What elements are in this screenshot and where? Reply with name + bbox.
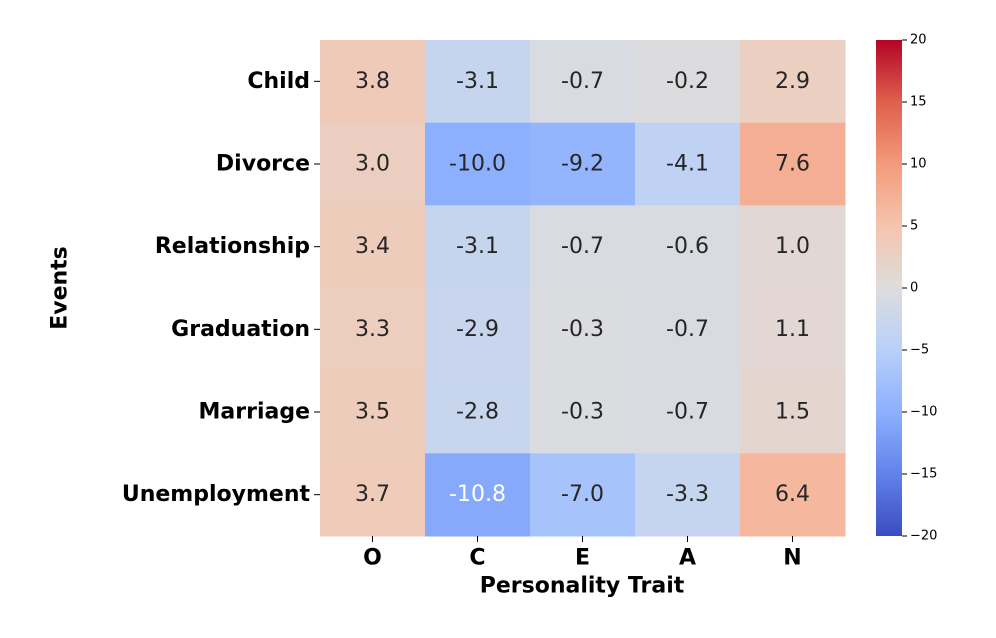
cell-label: 1.0	[775, 234, 810, 259]
heatmap-cell	[320, 370, 426, 454]
y-tick-label: Unemployment	[122, 482, 311, 507]
x-tick-label: E	[575, 546, 590, 571]
colorbar-tick-label: 20	[910, 33, 927, 48]
y-tick-label: Child	[247, 69, 310, 94]
heatmap-cell	[530, 205, 636, 289]
x-axis-label: Personality Trait	[480, 574, 685, 599]
heatmap-cell	[425, 370, 531, 454]
colorbar-tick-label: −15	[910, 467, 937, 482]
heatmap-cell	[320, 453, 426, 537]
heatmap-cell	[740, 40, 846, 124]
colorbar-tick-label: 5	[910, 219, 918, 234]
cell-label: -0.7	[561, 234, 604, 259]
heatmap-cell	[320, 205, 426, 289]
cell-label: -0.7	[666, 400, 709, 425]
cell-label: 3.0	[355, 152, 390, 177]
cell-label: 1.1	[775, 317, 810, 342]
cell-label: -0.3	[561, 317, 604, 342]
heatmap-cell	[320, 288, 426, 372]
heatmap-cell	[635, 370, 741, 454]
heatmap-cell	[740, 453, 846, 537]
cell-label: -3.3	[666, 482, 709, 507]
cell-label: 6.4	[775, 482, 810, 507]
cell-label: -0.3	[561, 400, 604, 425]
colorbar-tick-label: −20	[910, 529, 937, 544]
heatmap-cell	[740, 288, 846, 372]
cell-label: -0.6	[666, 234, 709, 259]
heatmap-cell	[425, 122, 531, 206]
cell-label: -0.7	[666, 317, 709, 342]
heatmap-cell	[635, 453, 741, 537]
cell-label: -0.7	[561, 69, 604, 94]
colorbar-tick-label: 0	[910, 281, 918, 296]
y-tick-label: Marriage	[199, 400, 311, 425]
cell-label: 1.5	[775, 400, 810, 425]
cell-label: 3.7	[355, 482, 390, 507]
cell-label: -10.0	[449, 152, 506, 177]
cell-label: -0.2	[666, 69, 709, 94]
y-tick-label: Divorce	[216, 152, 310, 177]
y-tick-label: Graduation	[171, 317, 310, 342]
cell-label: -3.1	[456, 234, 499, 259]
cell-label: 3.3	[355, 317, 390, 342]
cell-label: 7.6	[775, 152, 810, 177]
cell-label: -3.1	[456, 69, 499, 94]
cell-label: 3.4	[355, 234, 390, 259]
cell-label: 3.8	[355, 69, 390, 94]
cell-label: 3.5	[355, 400, 390, 425]
x-tick-label: A	[679, 546, 696, 571]
colorbar-tick-label: −5	[910, 343, 929, 358]
heatmap-cell	[530, 288, 636, 372]
heatmap-cell	[530, 370, 636, 454]
heatmap-cell	[635, 205, 741, 289]
cell-label: -4.1	[666, 152, 709, 177]
heatmap-cell	[425, 453, 531, 537]
x-tick-label: C	[469, 546, 485, 571]
x-tick-label: O	[363, 546, 382, 571]
heatmap-cell	[635, 40, 741, 124]
cell-label: -2.9	[456, 317, 499, 342]
y-tick-label: Relationship	[155, 234, 310, 259]
colorbar	[876, 40, 902, 536]
heatmap-cell	[740, 205, 846, 289]
heatmap-cell	[425, 205, 531, 289]
heatmap-cell	[425, 40, 531, 124]
colorbar-tick-label: 10	[910, 157, 927, 172]
cell-label: -10.8	[449, 482, 506, 507]
heatmap-cell	[530, 40, 636, 124]
cell-label: -7.0	[561, 482, 604, 507]
colorbar-tick-label: 15	[910, 95, 927, 110]
x-tick-label: N	[783, 546, 801, 571]
heatmap-cell	[635, 122, 741, 206]
cell-label: -9.2	[561, 152, 604, 177]
heatmap-cell	[530, 453, 636, 537]
cell-label: -2.8	[456, 400, 499, 425]
heatmap-cell	[740, 122, 846, 206]
heatmap-cell	[635, 288, 741, 372]
cell-label: 2.9	[775, 69, 810, 94]
heatmap-cell	[320, 122, 426, 206]
heatmap-cell	[320, 40, 426, 124]
heatmap-cell	[740, 370, 846, 454]
heatmap-cell	[425, 288, 531, 372]
colorbar-tick-label: −10	[910, 405, 937, 420]
heatmap-cell	[530, 122, 636, 206]
y-axis-label: Events	[48, 246, 73, 330]
